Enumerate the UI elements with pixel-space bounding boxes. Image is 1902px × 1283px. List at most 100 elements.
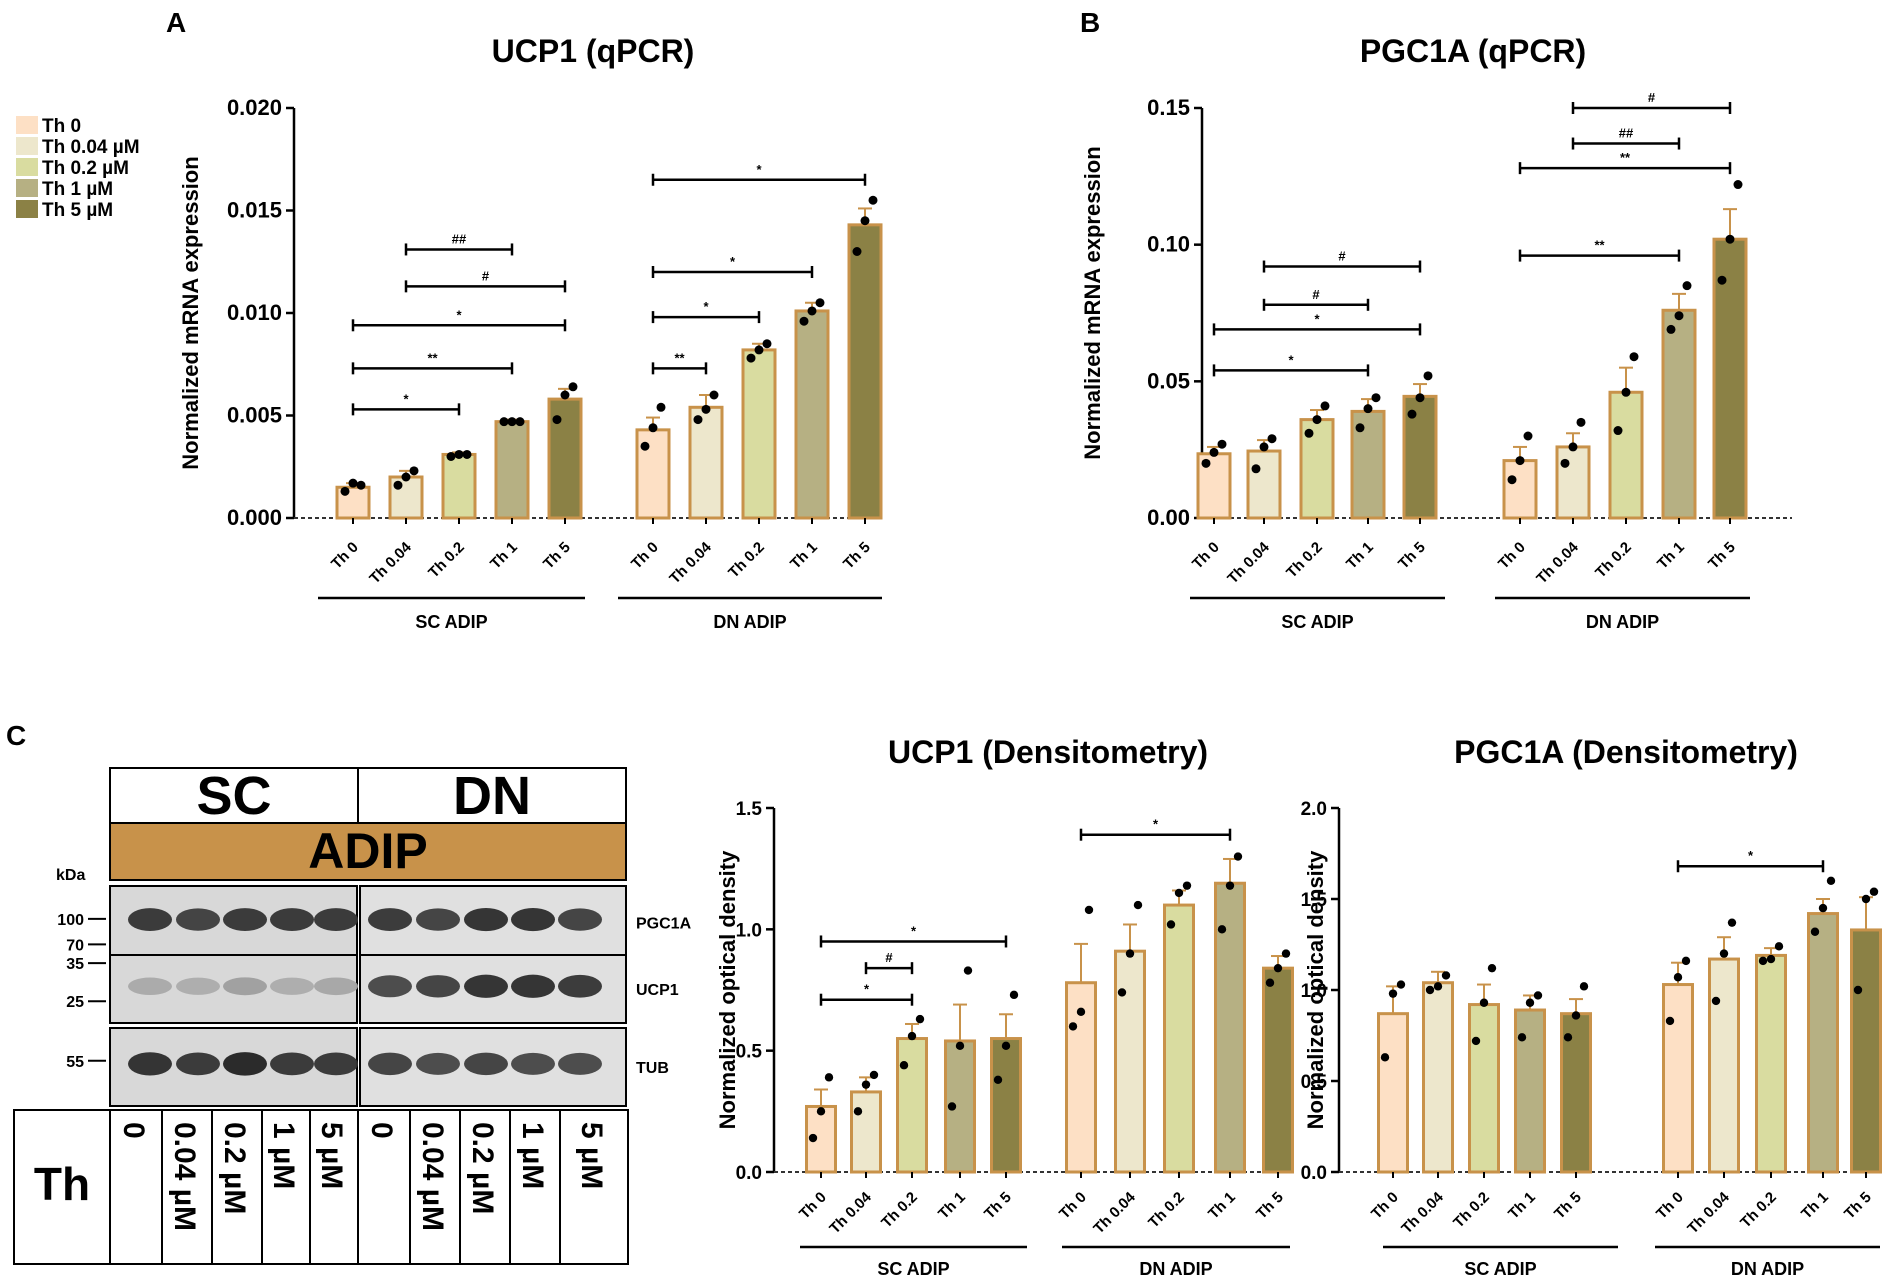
data-point bbox=[746, 353, 756, 363]
treatment-table: Th 0 0.04 µM 0.2 µM 1 µM 5 µM 0 0.04 µM 0.2 µM 1… bbox=[13, 1109, 629, 1265]
data-point bbox=[1423, 371, 1433, 381]
bar bbox=[990, 1037, 1022, 1174]
data-point bbox=[1568, 442, 1578, 452]
blot-band bbox=[270, 1052, 314, 1076]
bar bbox=[1502, 459, 1538, 520]
sig-label: * bbox=[1748, 848, 1754, 863]
chart-title: UCP1 (qPCR) bbox=[492, 33, 695, 69]
sig-label: # bbox=[1648, 90, 1656, 105]
x-tick-label: Th 5 bbox=[1551, 1189, 1585, 1223]
data-point bbox=[1068, 1022, 1078, 1031]
data-point bbox=[799, 316, 809, 326]
data-point bbox=[947, 1102, 957, 1111]
x-tick-label: Th 1 bbox=[935, 1189, 969, 1223]
bar bbox=[847, 223, 883, 520]
data-point bbox=[1125, 949, 1135, 958]
western-blot: SC DN ADIP kDa PGC1A UCP1 TUB 100 70 35 25 55 T… bbox=[13, 766, 692, 1265]
data-point bbox=[1117, 988, 1127, 997]
data-point bbox=[1523, 431, 1533, 441]
data-point bbox=[401, 472, 411, 482]
data-point bbox=[1084, 905, 1094, 915]
data-point bbox=[1267, 434, 1277, 444]
bar bbox=[1608, 390, 1644, 520]
data-point bbox=[1273, 963, 1283, 973]
data-point bbox=[1479, 998, 1489, 1007]
group-label: DN ADIP bbox=[713, 612, 786, 632]
x-tick-label: Th 1 bbox=[1654, 539, 1688, 573]
data-point bbox=[1407, 409, 1417, 419]
dose-label: 0 bbox=[117, 1122, 150, 1139]
data-point bbox=[1259, 442, 1269, 452]
data-point bbox=[807, 306, 817, 316]
protein-label: TUB bbox=[636, 1060, 669, 1077]
data-point bbox=[709, 390, 719, 400]
kda-marker-label: 35 bbox=[66, 956, 84, 973]
data-point bbox=[815, 298, 825, 308]
y-tick-label: 0.0 bbox=[736, 1163, 762, 1184]
data-point bbox=[1681, 956, 1691, 966]
legend-label-th02: Th 0.2 µM bbox=[42, 158, 129, 179]
data-point bbox=[993, 1075, 1003, 1084]
data-point bbox=[860, 216, 870, 226]
data-point bbox=[1576, 417, 1586, 427]
blot-band bbox=[368, 1052, 412, 1076]
y-tick-label: 0.000 bbox=[227, 505, 282, 530]
chart-title: UCP1 (Densitometry) bbox=[888, 734, 1208, 770]
data-point bbox=[1433, 982, 1443, 991]
kda-label: kDa bbox=[56, 867, 85, 884]
blot-band bbox=[558, 908, 602, 931]
x-tick-label: Th 5 bbox=[1395, 539, 1429, 573]
x-tick-label: Th 1 bbox=[1798, 1189, 1832, 1223]
data-point bbox=[1265, 978, 1275, 987]
data-point bbox=[1733, 180, 1743, 190]
panel-letter-c: C bbox=[6, 720, 26, 751]
data-point bbox=[1371, 393, 1381, 403]
data-point bbox=[1517, 1033, 1527, 1042]
data-point bbox=[1665, 1016, 1675, 1026]
x-tick-label: Th 0.2 bbox=[878, 1189, 921, 1232]
x-tick-label: Th 0.04 bbox=[1684, 1188, 1733, 1237]
blot-rows: PGC1A UCP1 TUB 100 70 35 25 55 bbox=[57, 885, 692, 1107]
legend-label-th0: Th 0 bbox=[42, 116, 81, 137]
data-point bbox=[1441, 971, 1451, 980]
sig-label: # bbox=[1338, 249, 1346, 264]
group-label: SC ADIP bbox=[415, 612, 487, 632]
x-tick-label: Th 0 bbox=[1189, 539, 1223, 573]
y-tick-label: 2.0 bbox=[1301, 799, 1327, 820]
blot-band bbox=[176, 977, 220, 995]
data-point bbox=[1251, 464, 1261, 474]
panel-letter-b: B bbox=[1080, 7, 1100, 38]
data-point bbox=[1076, 1007, 1086, 1017]
bar bbox=[1708, 957, 1740, 1174]
group-label: SC ADIP bbox=[1464, 1259, 1536, 1279]
dose-label: 1 µM bbox=[267, 1122, 300, 1189]
chart-ucp1-qpcr: UCP1 (qPCR) Normalized mRNA expression 0.0… bbox=[178, 33, 883, 632]
data-point bbox=[762, 339, 772, 349]
y-axis-label: Normalized optical density bbox=[1303, 850, 1328, 1129]
x-tick-label: Th 0.2 bbox=[1450, 1189, 1493, 1232]
group-label: DN ADIP bbox=[1586, 612, 1659, 632]
x-tick-label: Th 0.2 bbox=[425, 539, 468, 582]
data-point bbox=[963, 966, 973, 975]
data-point bbox=[1525, 998, 1535, 1007]
y-tick-label: 0.015 bbox=[227, 198, 282, 223]
data-point bbox=[899, 1061, 909, 1070]
blot-band bbox=[270, 908, 314, 931]
sig-label: ** bbox=[1594, 238, 1605, 253]
bar bbox=[1661, 308, 1697, 520]
data-point bbox=[568, 382, 578, 392]
y-tick-label: 0.020 bbox=[227, 95, 282, 120]
data-point bbox=[868, 195, 878, 205]
data-point bbox=[656, 402, 666, 412]
data-point bbox=[1304, 428, 1314, 438]
group-label: SC ADIP bbox=[877, 1259, 949, 1279]
sig-label: * bbox=[1153, 817, 1159, 832]
x-tick-label: Th 0 bbox=[1653, 1189, 1687, 1223]
x-tick-label: Th 1 bbox=[1205, 1189, 1239, 1223]
data-point bbox=[1217, 925, 1227, 934]
data-point bbox=[648, 423, 658, 433]
data-point bbox=[1396, 980, 1406, 989]
y-tick-label: 1.5 bbox=[736, 799, 763, 820]
legend-swatch-th004 bbox=[16, 137, 38, 155]
blot-band bbox=[511, 907, 555, 932]
